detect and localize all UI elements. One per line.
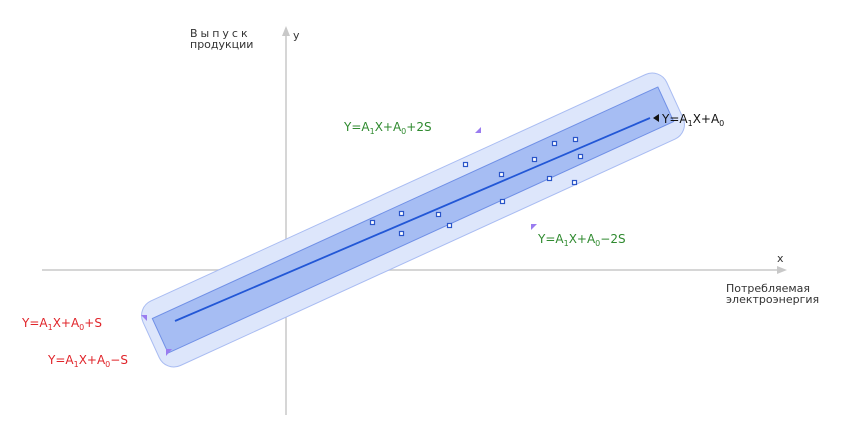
regression-equation-label: Y=A1X+A0 bbox=[661, 112, 724, 128]
data-point bbox=[446, 222, 453, 229]
regression-marker-icon bbox=[653, 114, 659, 122]
y-axis-symbol: у bbox=[293, 29, 300, 42]
data-points bbox=[369, 136, 584, 237]
regression-line bbox=[174, 117, 651, 322]
lower-1s-equation-label: Y=A1X+A0−S bbox=[47, 353, 128, 369]
upper-1s-equation-label: Y=A1X+A0+S bbox=[21, 316, 102, 332]
data-point bbox=[398, 230, 405, 237]
data-point bbox=[499, 198, 506, 205]
data-point bbox=[571, 179, 578, 186]
x-axis-arrow bbox=[777, 266, 787, 274]
data-point bbox=[462, 161, 469, 168]
y-axis-title-line1: Выпуск bbox=[190, 27, 251, 40]
data-point bbox=[531, 156, 538, 163]
x-axis-title-line2: электроэнергия bbox=[726, 293, 819, 306]
y-axis-title-line2: продукции bbox=[190, 38, 253, 51]
data-point bbox=[435, 211, 442, 218]
lower-2s-equation-label: Y=A1X+A0−2S bbox=[537, 232, 626, 248]
x-axis-title-line1: Потребляемая bbox=[726, 282, 810, 295]
upper-2s-marker-icon bbox=[475, 127, 481, 133]
y-axis-arrow bbox=[282, 26, 290, 36]
data-point bbox=[498, 171, 505, 178]
x-axis-symbol: x bbox=[777, 252, 784, 265]
data-point bbox=[398, 210, 405, 217]
upper-1s-marker-icon bbox=[141, 315, 147, 321]
data-point bbox=[572, 136, 579, 143]
data-point bbox=[546, 175, 553, 182]
upper-2s-equation-label: Y=A1X+A0+2S bbox=[343, 120, 432, 136]
lower-2s-marker-icon bbox=[531, 224, 537, 230]
data-point bbox=[551, 140, 558, 147]
data-point bbox=[577, 153, 584, 160]
data-point bbox=[369, 219, 376, 226]
lower-1s-marker-icon bbox=[166, 349, 172, 356]
